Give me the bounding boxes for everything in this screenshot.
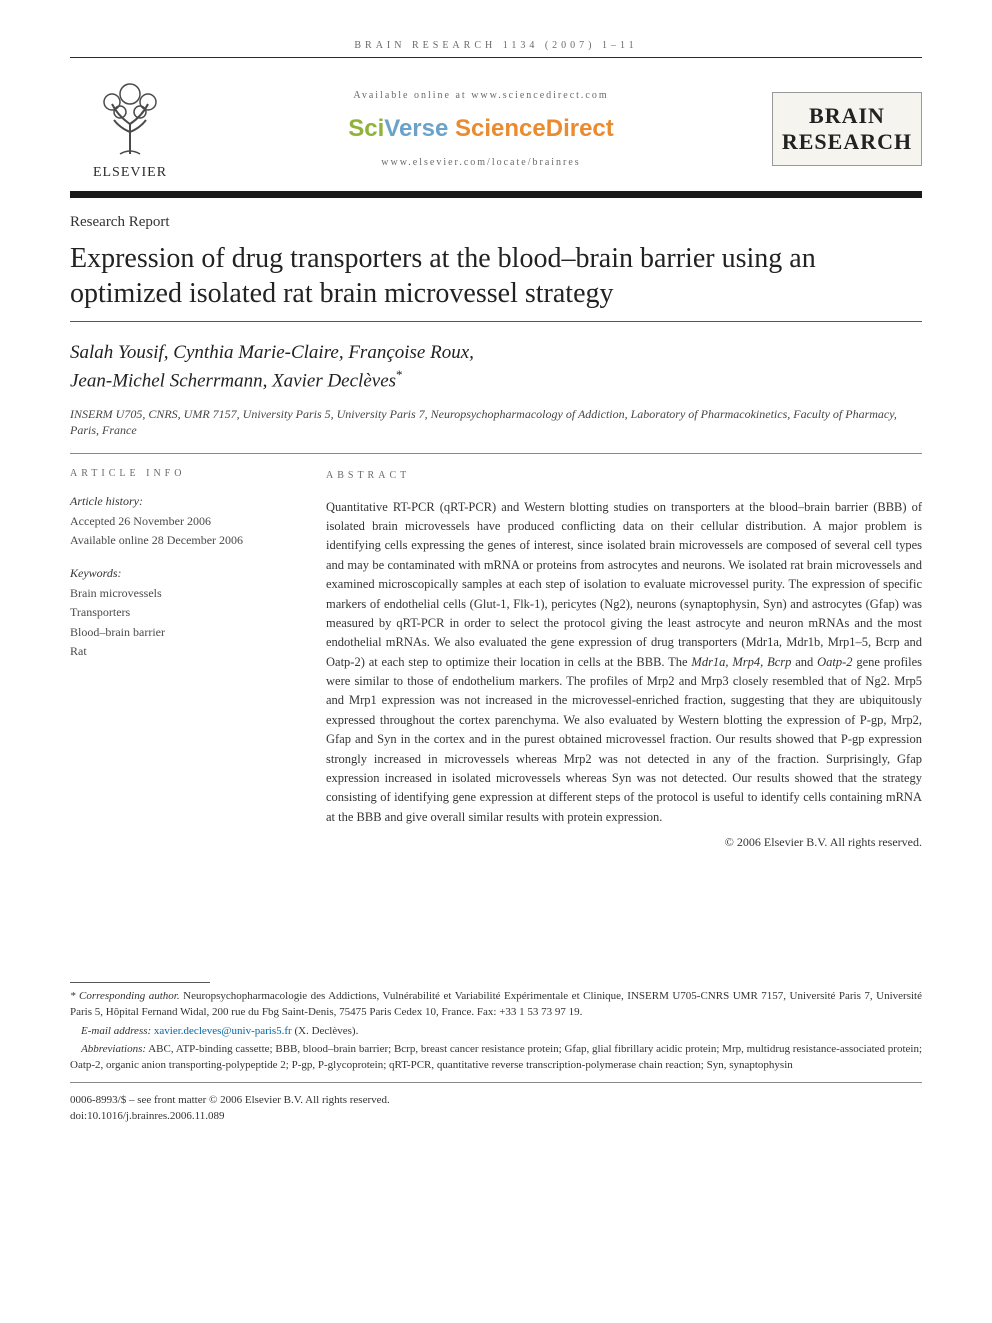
email-label: E-mail address: [81, 1025, 151, 1037]
masthead: ELSEVIER Available online at www.science… [70, 76, 922, 181]
abstract-column: ABSTRACT Quantitative RT-PCR (qRT-PCR) a… [326, 468, 922, 851]
email-note: E-mail address: xavier.decleves@univ-par… [70, 1024, 922, 1040]
corresponding-author-note: * Corresponding author. Neuropsychopharm… [70, 989, 922, 1021]
journal-name-line1: BRAIN [781, 103, 913, 129]
footer-doi: doi:10.1016/j.brainres.2006.11.089 [70, 1109, 922, 1124]
authors: Salah Yousif, Cynthia Marie-Claire, Fran… [70, 340, 922, 394]
article-history-block: Article history: Accepted 26 November 20… [70, 493, 290, 549]
article-title: Expression of drug transporters at the b… [70, 241, 922, 311]
page-footer: 0006-8993/$ – see front matter © 2006 El… [70, 1093, 922, 1124]
running-head: BRAIN RESEARCH 1134 (2007) 1–11 [70, 40, 922, 51]
gene-names-2: Oatp-2 [817, 655, 852, 669]
sciencedirect-logo: SciVerse ScienceDirect [210, 115, 752, 143]
corr-label: * Corresponding author. [70, 990, 180, 1002]
email-link[interactable]: xavier.decleves@univ-paris5.fr [154, 1025, 292, 1037]
keyword-item: Transporters [70, 604, 290, 621]
accepted-date: Accepted 26 November 2006 [70, 513, 290, 530]
abstract-text-2: gene profiles were similar to those of e… [326, 655, 922, 824]
authors-line1: Salah Yousif, Cynthia Marie-Claire, Fran… [70, 342, 474, 363]
footnotes-rule [70, 982, 210, 983]
brand-sci: Sci [348, 115, 384, 142]
journal-cover-box: BRAIN RESEARCH [772, 92, 922, 166]
abbrev-label: Abbreviations: [81, 1043, 146, 1055]
brand-verse: Verse [384, 115, 455, 142]
affiliation: INSERM U705, CNRS, UMR 7157, University … [70, 406, 922, 440]
keyword-item: Blood–brain barrier [70, 624, 290, 641]
brand-science: Science [455, 115, 546, 142]
footer-line1: 0006-8993/$ – see front matter © 2006 El… [70, 1093, 922, 1108]
corr-marker: * [396, 367, 403, 382]
article-type: Research Report [70, 214, 922, 231]
abbrev-text: ABC, ATP-binding cassette; BBB, blood–br… [70, 1043, 922, 1071]
keyword-item: Brain microvessels [70, 585, 290, 602]
available-online-text: Available online at www.sciencedirect.co… [210, 90, 752, 101]
authors-line2: Jean-Michel Scherrmann, Xavier Declèves [70, 370, 396, 391]
abstract-text-1: Quantitative RT-PCR (qRT-PCR) and Wester… [326, 500, 922, 669]
article-info-column: ARTICLE INFO Article history: Accepted 2… [70, 468, 290, 851]
footer-rule [70, 1082, 922, 1083]
header-rule [70, 57, 922, 58]
section-rule [70, 453, 922, 454]
title-underline [70, 321, 922, 322]
abstract-heading: ABSTRACT [326, 468, 922, 484]
abstract-copyright: © 2006 Elsevier B.V. All rights reserved… [326, 833, 922, 852]
publisher-logo-block: ELSEVIER [70, 76, 190, 181]
email-name: (X. Declèves). [292, 1025, 359, 1037]
journal-url: www.elsevier.com/locate/brainres [210, 157, 752, 168]
thick-rule [70, 191, 922, 198]
history-label: Article history: [70, 493, 290, 510]
gene-names-1: Mdr1a, Mrp4, Bcrp [691, 655, 791, 669]
publisher-name: ELSEVIER [70, 165, 190, 181]
masthead-center: Available online at www.sciencedirect.co… [210, 90, 752, 168]
keywords-label: Keywords: [70, 565, 290, 582]
article-info-heading: ARTICLE INFO [70, 468, 290, 479]
brand-direct: Direct [546, 115, 614, 142]
keyword-item: Rat [70, 643, 290, 660]
online-date: Available online 28 December 2006 [70, 532, 290, 549]
info-abstract-row: ARTICLE INFO Article history: Accepted 2… [70, 468, 922, 851]
abbreviations-note: Abbreviations: ABC, ATP-binding cassette… [70, 1042, 922, 1074]
footnotes: * Corresponding author. Neuropsychopharm… [70, 982, 922, 1075]
elsevier-tree-icon [90, 76, 170, 156]
abstract-body: Quantitative RT-PCR (qRT-PCR) and Wester… [326, 498, 922, 827]
abstract-text-mid: and [791, 655, 817, 669]
journal-name-line2: RESEARCH [781, 129, 913, 155]
keywords-block: Keywords: Brain microvessels Transporter… [70, 565, 290, 660]
corr-text: Neuropsychopharmacologie des Addictions,… [70, 990, 922, 1018]
